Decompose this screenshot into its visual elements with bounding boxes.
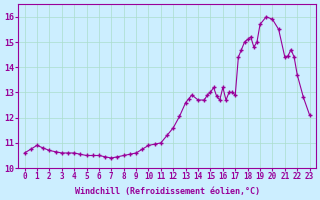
X-axis label: Windchill (Refroidissement éolien,°C): Windchill (Refroidissement éolien,°C) — [75, 187, 260, 196]
